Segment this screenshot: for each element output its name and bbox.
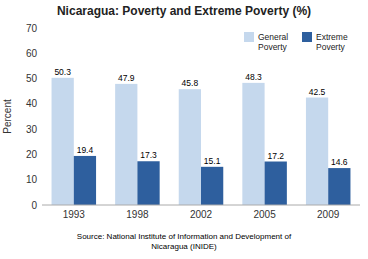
bars bbox=[52, 78, 351, 205]
legend-label: GeneralPoverty bbox=[258, 32, 288, 52]
data-label: 47.9 bbox=[118, 73, 135, 83]
bar bbox=[265, 162, 287, 205]
legend: GeneralPoverty ExtremePoverty bbox=[244, 32, 348, 52]
legend-swatch bbox=[244, 32, 254, 42]
data-label: 17.3 bbox=[140, 150, 157, 160]
bar bbox=[137, 161, 159, 205]
data-label: 14.6 bbox=[331, 157, 348, 167]
legend-label: ExtremePoverty bbox=[316, 32, 348, 52]
bar bbox=[74, 156, 96, 205]
bar bbox=[201, 167, 223, 205]
data-labels: 50.3 47.9 45.8 48.3 42.5 19.4 17.3 15.1 17.2 14.6 bbox=[54, 67, 347, 167]
bar bbox=[115, 84, 137, 205]
bar bbox=[328, 168, 350, 205]
data-label: 19.4 bbox=[77, 145, 94, 155]
bar bbox=[52, 78, 74, 205]
bar bbox=[306, 98, 328, 205]
source-note: Source: National Institute of Informatio… bbox=[77, 232, 292, 241]
y-tick-label: 30 bbox=[26, 124, 38, 135]
x-tick-label: 1993 bbox=[63, 209, 86, 220]
x-tick-label: 2009 bbox=[317, 209, 340, 220]
bar bbox=[242, 83, 264, 205]
y-tick-label: 60 bbox=[26, 48, 38, 59]
bar bbox=[179, 89, 201, 205]
data-label: 48.3 bbox=[245, 72, 262, 82]
y-tick-label: 50 bbox=[26, 73, 38, 84]
title: Nicaragua: Poverty and Extreme Poverty (… bbox=[57, 4, 311, 18]
y-tick-label: 70 bbox=[26, 23, 38, 34]
y-tick-label: 20 bbox=[26, 149, 38, 160]
data-label: 50.3 bbox=[54, 67, 71, 77]
data-label: 42.5 bbox=[309, 87, 326, 97]
data-label: 17.2 bbox=[267, 151, 284, 161]
x-tick-label: 1998 bbox=[126, 209, 149, 220]
source-note: Nicaragua (INIDE) bbox=[151, 242, 217, 251]
x-tick-label: 2005 bbox=[253, 209, 276, 220]
y-tick-label: 10 bbox=[26, 174, 38, 185]
x-axis-line bbox=[42, 205, 360, 206]
legend-swatch bbox=[302, 32, 312, 42]
y-tick-label: 0 bbox=[31, 200, 37, 211]
data-label: 15.1 bbox=[204, 156, 221, 166]
chart: Nicaragua: Poverty and Extreme Poverty (… bbox=[0, 0, 368, 259]
y-axis-label: Percent bbox=[2, 99, 13, 134]
y-tick-label: 40 bbox=[26, 98, 38, 109]
x-tick-label: 2002 bbox=[190, 209, 213, 220]
data-label: 45.8 bbox=[182, 78, 199, 88]
